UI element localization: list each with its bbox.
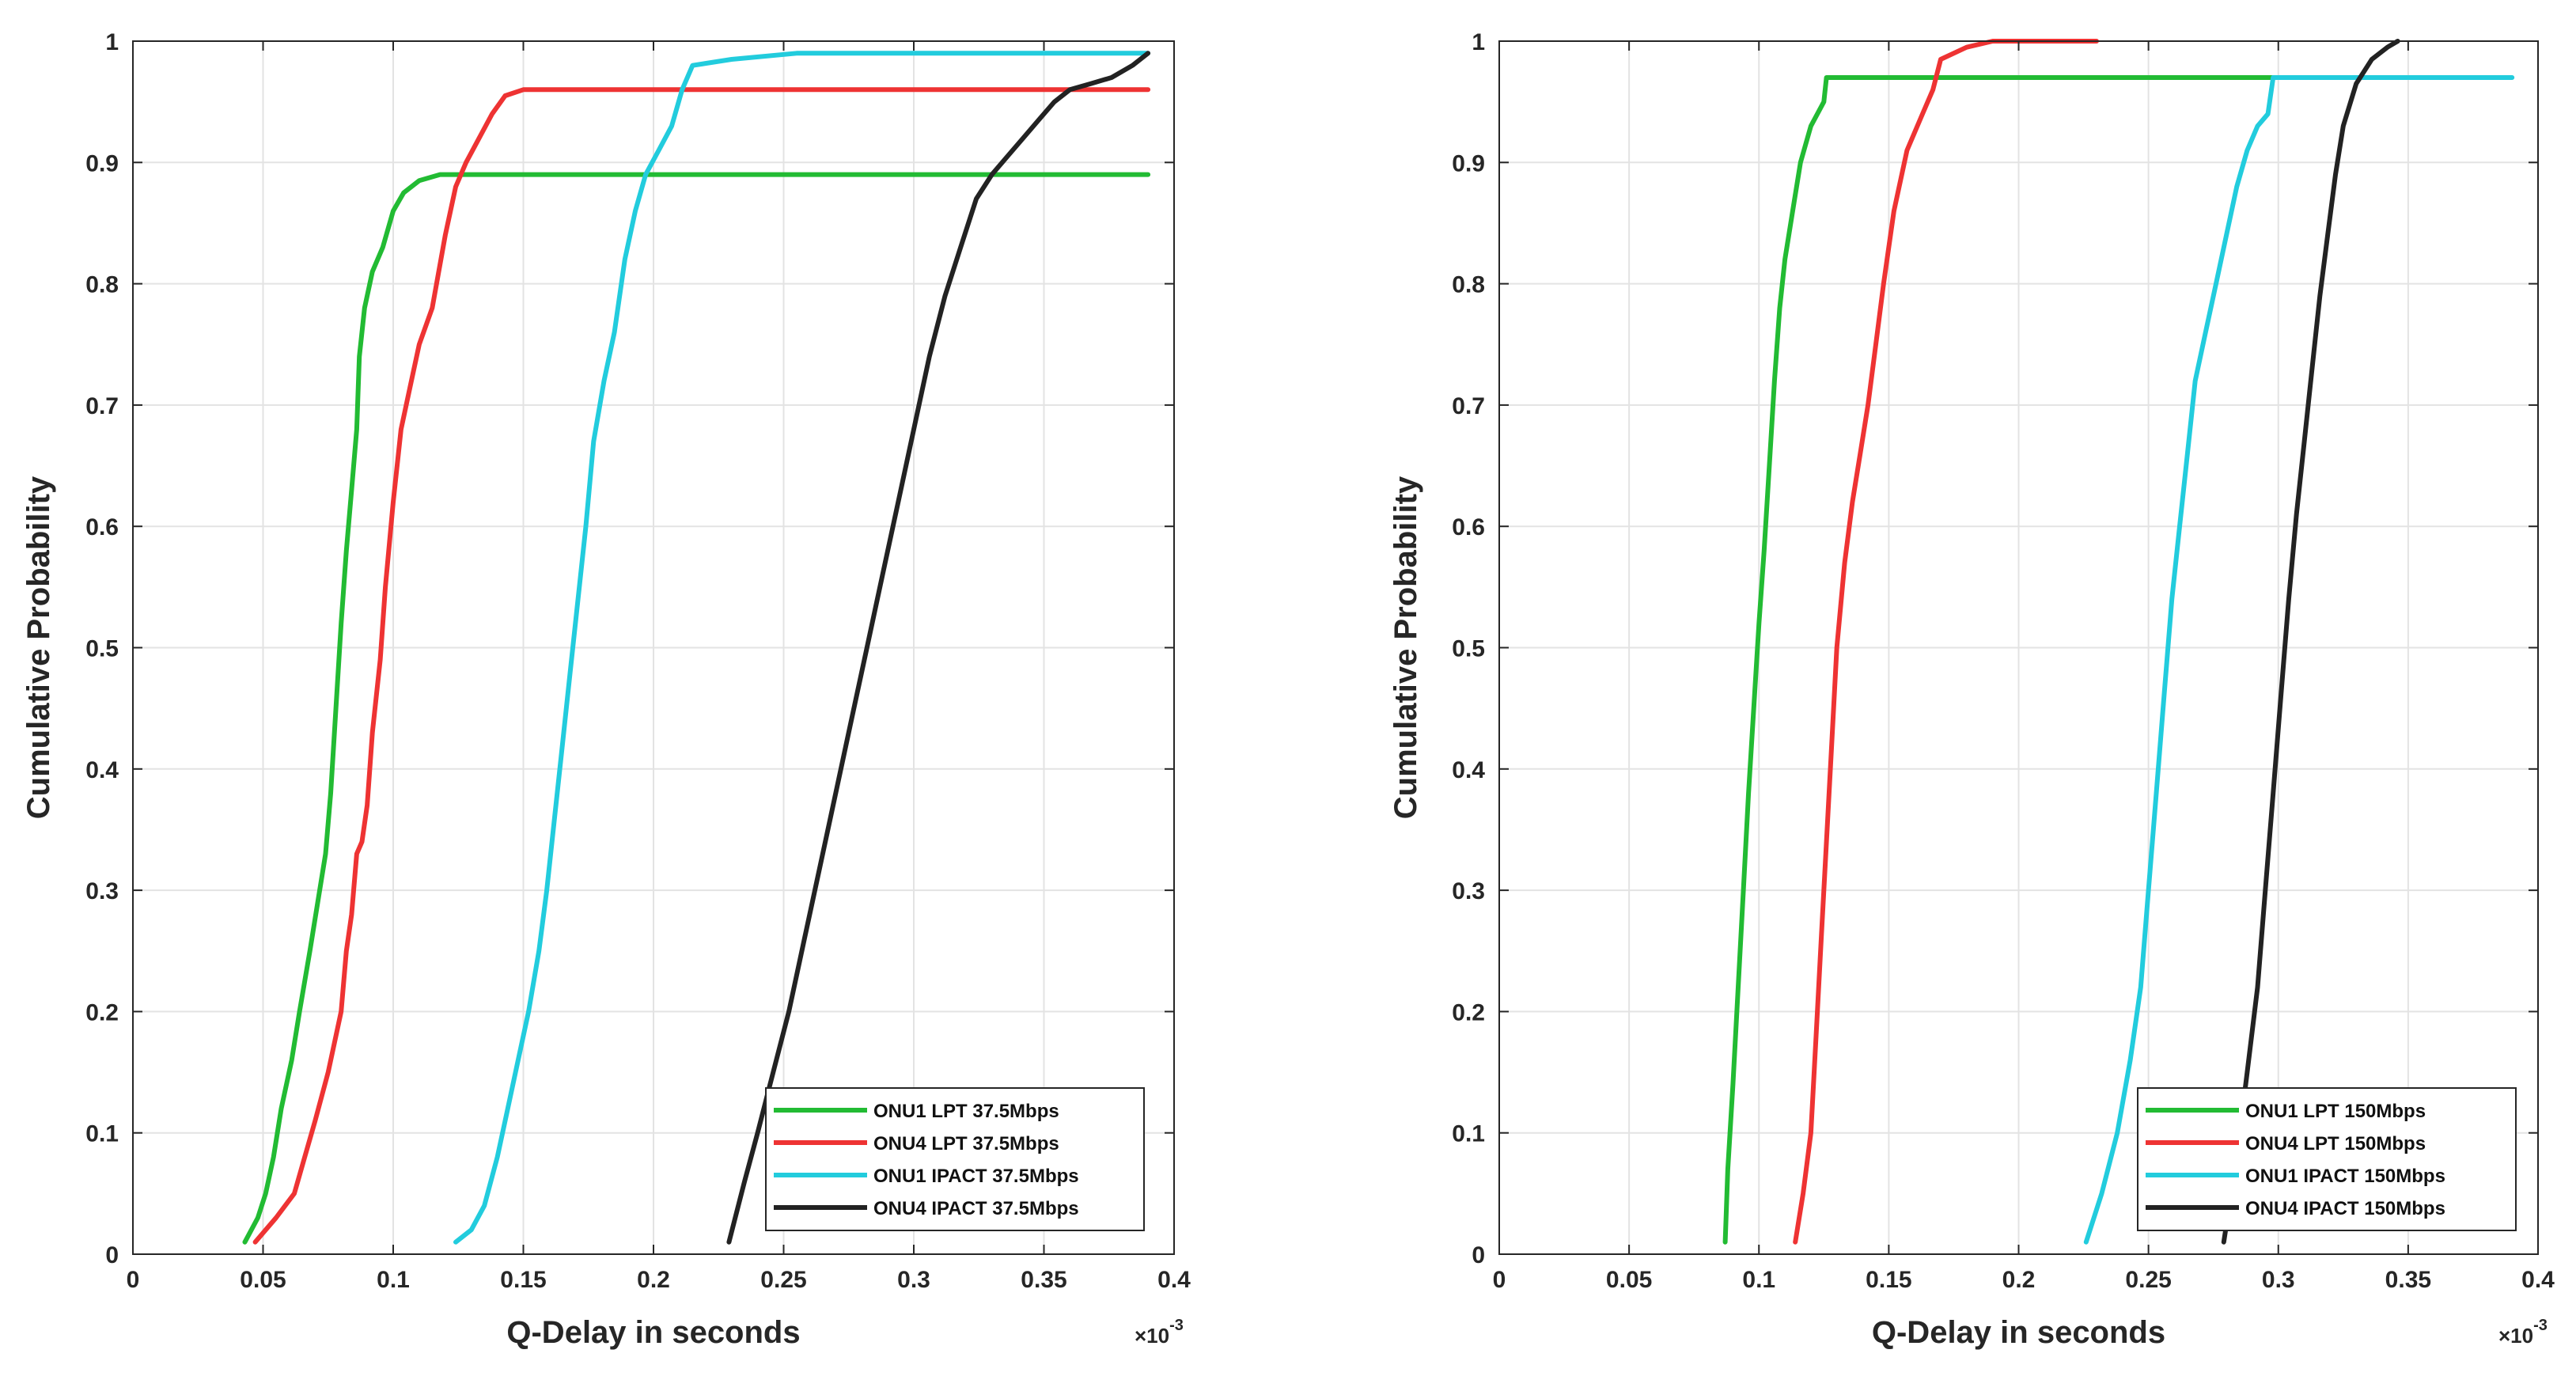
x-tick-label: 0.3 [897, 1267, 930, 1293]
x-tick-label: 0.25 [2125, 1267, 2171, 1293]
y-tick-label: 0.5 [1452, 636, 1485, 662]
x-tick-label: 0.2 [637, 1267, 670, 1293]
y-tick-label: 0 [1472, 1242, 1485, 1268]
chart-panel-1: 0 0.05 0.1 0.15 0.2 0.25 0.3 0.35 0.4 0 0.1 0.2 0.3 0… [21, 29, 1191, 1350]
x-tick-label: 0 [1493, 1267, 1506, 1293]
y-axis-label: Cumulative Probability [21, 476, 56, 819]
legend: ONU1 LPT 37.5Mbps ONU4 LPT 37.5Mbps ONU1 I… [765, 1087, 1145, 1231]
y-tick-label: 0.1 [85, 1121, 119, 1147]
y-tick-label: 0.3 [85, 878, 119, 904]
series-line-4 [726, 51, 1151, 1245]
y-tick-label: 0.2 [85, 999, 119, 1026]
x-tick-label: 0.2 [2002, 1267, 2036, 1293]
x-tick-label: 0.05 [240, 1267, 286, 1293]
y-tick-label: 0.2 [1452, 999, 1485, 1026]
x-tick-label: 0.4 [2521, 1267, 2555, 1293]
y-tick-label: 0.8 [85, 272, 119, 298]
y-tick-label: 0.6 [85, 514, 119, 540]
series-line-1 [242, 172, 1151, 1245]
x-tick-label: 0.35 [1021, 1267, 1066, 1293]
x-tick-label: 0.05 [1606, 1267, 1652, 1293]
x-tick-label: 0.15 [1866, 1267, 1911, 1293]
series-line-1 [1722, 75, 2281, 1245]
y-tick-label: 0.5 [85, 636, 119, 662]
y-tick-label: 0 [105, 1242, 119, 1268]
x-tick-label: 0.3 [2262, 1267, 2295, 1293]
y-tick-label: 0.7 [85, 393, 119, 419]
x-axis-label: Q-Delay in seconds [506, 1315, 800, 1350]
legend-label-2: ONU4 LPT 37.5Mbps [873, 1133, 1059, 1154]
y-tick-label: 0.8 [1452, 272, 1485, 298]
y-tick-label: 0.3 [1452, 878, 1485, 904]
legend-label-1: ONU1 LPT 150Mbps [2245, 1101, 2426, 1122]
y-tick-label: 1 [1472, 29, 1485, 55]
x-axis-label: Q-Delay in seconds [1872, 1315, 2165, 1350]
x-tick-label: 0.1 [377, 1267, 410, 1293]
legend-label-3: ONU1 IPACT 37.5Mbps [873, 1166, 1079, 1187]
y-tick-label: 0.1 [1452, 1121, 1485, 1147]
x-tick-label: 0 [127, 1267, 140, 1293]
y-tick-label: 1 [105, 29, 119, 55]
x-exponent-label: ×10-3 [2498, 1317, 2548, 1348]
x-exponent-power: -3 [2533, 1317, 2548, 1334]
x-tick-label: 0.35 [2385, 1267, 2431, 1293]
legend-label-4: ONU4 IPACT 37.5Mbps [873, 1198, 1079, 1219]
series-line-3 [453, 51, 1151, 1245]
y-tick-label: 0.7 [1452, 393, 1485, 419]
legend-label-1: ONU1 LPT 37.5Mbps [873, 1101, 1059, 1122]
y-axis-label: Cumulative Probability [1388, 476, 1423, 819]
legend-label-3: ONU1 IPACT 150Mbps [2245, 1166, 2445, 1187]
chart-panel-2: 0 0.05 0.1 0.15 0.2 0.25 0.3 0.35 0.4 0 0.1 0.2 0.3 0… [1388, 29, 2555, 1350]
series-line-2 [1793, 39, 2099, 1245]
y-tick-label: 0.9 [1452, 150, 1485, 176]
series-line-2 [252, 87, 1151, 1245]
series-line-4 [2221, 39, 2400, 1245]
y-tick-label: 0.4 [1452, 757, 1485, 783]
y-tick-label: 0.4 [85, 757, 119, 783]
x-exponent-power: -3 [1169, 1317, 1184, 1334]
series-line-3 [2083, 75, 2515, 1245]
legend-label-4: ONU4 IPACT 150Mbps [2245, 1198, 2445, 1219]
x-exponent-label: ×10-3 [1135, 1317, 1184, 1348]
y-tick-label: 0.6 [1452, 514, 1485, 540]
x-tick-label: 0.25 [760, 1267, 806, 1293]
legend-label-2: ONU4 LPT 150Mbps [2245, 1133, 2426, 1154]
x-tick-label: 0.1 [1742, 1267, 1775, 1293]
x-tick-label: 0.4 [1157, 1267, 1191, 1293]
x-tick-label: 0.15 [500, 1267, 546, 1293]
y-tick-label: 0.9 [85, 150, 119, 176]
legend: ONU1 LPT 150Mbps ONU4 LPT 150Mbps ONU1 IPA… [2137, 1087, 2517, 1231]
